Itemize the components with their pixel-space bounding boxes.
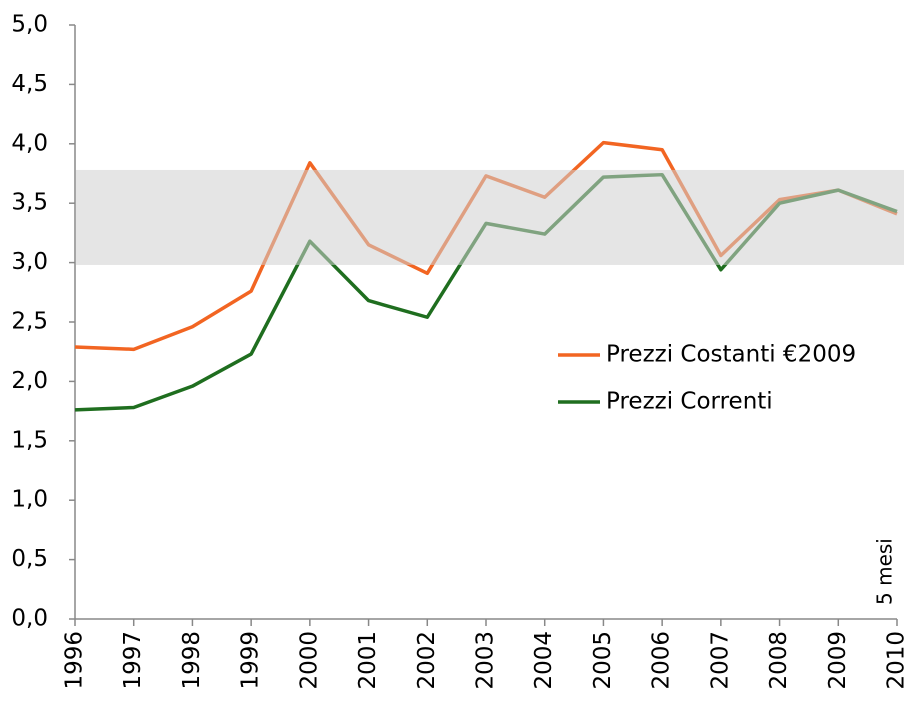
x-tick-label: 2007 — [707, 631, 733, 690]
legend-label: Prezzi Correnti — [606, 389, 773, 415]
y-tick-label: 4,0 — [11, 130, 48, 156]
x-tick-label: 2002 — [414, 631, 440, 690]
y-tick-label: 0,5 — [11, 546, 48, 572]
x-tick-label: 2003 — [473, 631, 499, 690]
y-tick-label: 3,0 — [11, 249, 48, 275]
x-tick-label: 2005 — [590, 631, 616, 690]
y-tick-label: 1,5 — [11, 427, 48, 453]
x-tick-label: 1996 — [62, 631, 88, 690]
y-tick-label: 3,5 — [11, 190, 48, 216]
legend-label: Prezzi Costanti €2009 — [606, 342, 856, 368]
x-tick-label: 1999 — [238, 631, 264, 690]
x-tick-label: 2006 — [649, 631, 675, 690]
x-tick-label: 2010 — [884, 631, 905, 690]
y-tick-label: 0,0 — [11, 606, 48, 632]
x-tick-label: 1997 — [120, 631, 146, 690]
x-tick-label: 2000 — [296, 631, 322, 690]
shaded-band — [76, 169, 904, 265]
y-tick-label: 1,0 — [11, 487, 48, 513]
y-tick-label: 5,0 — [11, 12, 48, 38]
x-tick-label: 1998 — [179, 631, 205, 690]
y-tick-label: 2,5 — [11, 309, 48, 335]
y-tick-label: 4,5 — [11, 71, 48, 97]
y-tick-label: 2,0 — [11, 368, 48, 394]
x-tick-label: 2004 — [531, 631, 557, 690]
x-tick-label: 2009 — [825, 631, 851, 690]
annotation: 5 mesi — [873, 538, 897, 605]
x-tick-label: 2008 — [766, 631, 792, 690]
x-tick-label: 2001 — [355, 631, 381, 690]
